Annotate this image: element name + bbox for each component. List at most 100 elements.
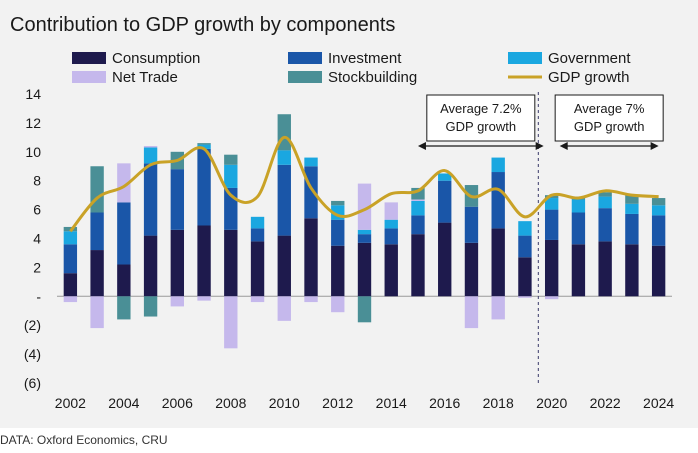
bar-investment: [143, 163, 158, 236]
bar-investment: [438, 180, 452, 223]
legend-label-government: Government: [548, 50, 631, 67]
bar-government: [304, 157, 318, 167]
bar-consumption: [63, 273, 78, 297]
bar-investment: [170, 169, 185, 230]
y-tick-label: 4: [33, 231, 41, 247]
bar-government: [143, 147, 158, 164]
bars: [63, 114, 666, 349]
legend-item-net-trade: Net Trade: [72, 69, 178, 86]
bar-stockbuilding: [143, 296, 158, 317]
bar-government: [63, 231, 78, 245]
annotation-text: GDP growth: [574, 119, 645, 134]
y-tick-label: 6: [33, 202, 41, 218]
bar-net-trade: [331, 296, 345, 313]
bar-consumption: [331, 245, 345, 297]
annotation-arrow-left: [417, 142, 426, 150]
legend-swatch-investment: [288, 52, 322, 64]
bar-consumption: [143, 235, 158, 297]
bar-consumption: [464, 242, 479, 297]
bar-consumption: [625, 244, 639, 297]
bar-government: [357, 229, 372, 235]
bar-investment: [117, 202, 131, 265]
bar-net-trade: [518, 296, 532, 298]
bar-consumption: [438, 222, 452, 297]
y-tick-label: (4): [24, 346, 41, 362]
bar-stockbuilding: [598, 192, 612, 197]
y-tick-label: 8: [33, 173, 41, 189]
bar-stockbuilding: [625, 195, 639, 204]
bar-net-trade: [117, 163, 131, 203]
bar-consumption: [651, 245, 666, 297]
bar-consumption: [491, 228, 505, 297]
bar-net-trade: [357, 183, 372, 230]
bar-government: [598, 196, 612, 209]
average-annotation: Average 7% GDP growth: [554, 94, 664, 150]
annotation-arrow-left: [559, 142, 568, 150]
y-tick-label: 2: [33, 259, 41, 275]
annotations: Average 7.2% GDP growth Average 7% GDP grow…: [417, 94, 664, 150]
bar-investment: [518, 235, 532, 258]
bar-consumption: [170, 229, 185, 297]
bar-net-trade: [384, 202, 398, 220]
bar-consumption: [544, 239, 559, 297]
chart-panel: Contribution to GDP growth by components…: [0, 0, 698, 428]
bar-consumption: [197, 225, 211, 297]
bar-stockbuilding: [651, 198, 666, 206]
bar-consumption: [117, 264, 131, 297]
y-tick-label: 14: [25, 86, 41, 102]
bar-stockbuilding: [331, 200, 345, 206]
bar-net-trade: [224, 296, 238, 349]
bar-government: [250, 216, 265, 229]
bar-investment: [90, 212, 104, 251]
bar-consumption: [250, 241, 265, 297]
annotation-arrow-right: [650, 142, 659, 150]
bar-investment: [411, 215, 425, 235]
bar-net-trade: [544, 296, 559, 300]
legend-swatch-government: [508, 52, 542, 64]
legend-item-government: Government: [508, 50, 631, 67]
y-tick-label: 10: [25, 144, 41, 160]
annotation-box: [554, 94, 664, 142]
bar-investment: [464, 206, 479, 243]
y-tick-label: -: [36, 288, 41, 304]
bar-investment: [491, 172, 505, 229]
legend-item-gdp-growth: GDP growth: [508, 69, 629, 86]
bar-consumption: [304, 218, 318, 297]
bar-investment: [331, 219, 345, 246]
bar-government: [438, 173, 452, 181]
bar-net-trade: [464, 296, 479, 329]
bar-net-trade: [277, 296, 291, 321]
annotation-text: GDP growth: [446, 119, 517, 134]
bar-stockbuilding: [117, 296, 131, 320]
bar-consumption: [598, 241, 612, 297]
axes: (6) (4) (2) - 2 4 6 8 10 12 14 2002 2004 2006 2008 2010…: [24, 86, 675, 411]
x-tick-label: 2018: [483, 395, 514, 411]
bar-stockbuilding: [357, 296, 372, 323]
bar-net-trade: [197, 296, 211, 301]
bar-government: [651, 205, 666, 216]
bar-consumption: [411, 234, 425, 297]
x-tick-label: 2020: [536, 395, 567, 411]
bar-government: [518, 221, 532, 236]
legend-label-stockbuilding: Stockbuilding: [328, 69, 417, 86]
bar-consumption: [357, 242, 372, 297]
bar-government: [277, 150, 291, 165]
legend-label-net-trade: Net Trade: [112, 69, 178, 86]
bar-government: [625, 203, 639, 214]
bar-investment: [571, 212, 586, 245]
gdp-contribution-chart: Consumption Investment Government Net Trade…: [24, 50, 675, 411]
x-tick-label: 2008: [215, 395, 246, 411]
chart-title: Contribution to GDP growth by components: [10, 14, 396, 36]
legend: Consumption Investment Government Net Trade…: [72, 50, 631, 86]
y-tick-label: 12: [25, 115, 41, 131]
bar-consumption: [571, 244, 586, 297]
bar-investment: [63, 244, 78, 274]
bar-net-trade: [491, 296, 505, 320]
bar-investment: [625, 213, 639, 245]
bar-net-trade: [411, 199, 425, 201]
bar-investment: [651, 215, 666, 246]
bar-stockbuilding: [90, 166, 104, 213]
legend-label-investment: Investment: [328, 50, 402, 67]
bar-consumption: [518, 257, 532, 297]
bar-investment: [598, 208, 612, 242]
